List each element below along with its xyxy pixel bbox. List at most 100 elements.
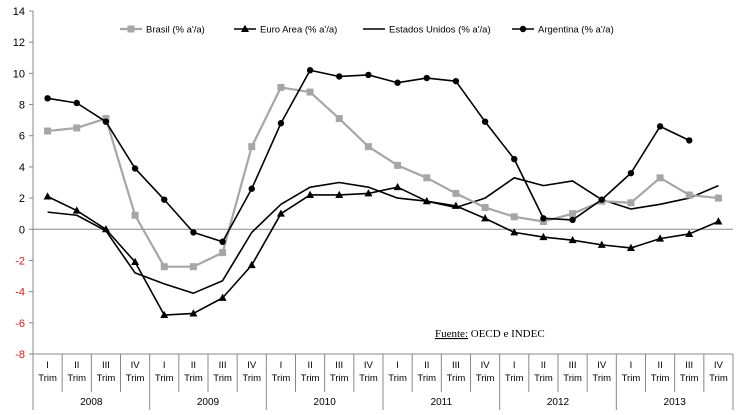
data-point <box>656 123 664 130</box>
x-tick-label: I Trim <box>622 360 641 384</box>
data-point <box>451 201 460 209</box>
source-text: OECD e INDEC <box>468 328 545 340</box>
data-point <box>519 25 527 33</box>
data-point <box>73 124 81 132</box>
data-point <box>43 192 52 200</box>
data-point <box>365 71 372 79</box>
data-point <box>131 211 139 219</box>
legend: Brasil (% a'/a) Euro Area (% a'/a) Estados… <box>120 25 614 36</box>
data-point <box>219 249 227 257</box>
y-tick-label: -4 <box>15 287 25 299</box>
x-year-label: 2010 <box>314 397 337 408</box>
y-tick-label: 2 <box>19 193 25 205</box>
data-point <box>306 88 314 96</box>
data-point <box>452 77 460 85</box>
data-point <box>127 25 135 33</box>
data-point <box>277 120 285 127</box>
data-point <box>656 234 665 242</box>
x-tick-label: I Trim <box>388 360 407 384</box>
data-point <box>714 217 723 225</box>
x-tick-label: II Trim <box>301 360 320 384</box>
data-point <box>306 67 314 74</box>
data-point <box>335 190 344 198</box>
data-point <box>656 174 664 182</box>
data-point <box>393 182 402 191</box>
x-tick-label: III Trim <box>447 360 466 384</box>
data-point <box>247 260 256 269</box>
data-point <box>306 190 315 198</box>
data-point <box>218 293 227 301</box>
data-point <box>44 127 52 135</box>
data-point <box>422 197 431 205</box>
data-point <box>627 199 635 207</box>
x-tick-label: II Trim <box>651 360 670 384</box>
series-0 <box>44 83 722 271</box>
y-tick-label: 4 <box>19 162 25 174</box>
source-label: Fuente: <box>435 328 468 340</box>
source-annotation: Fuente: OECD e INDEC <box>435 328 545 340</box>
data-point <box>335 115 343 123</box>
data-point <box>539 232 548 241</box>
data-point <box>568 235 577 244</box>
data-point <box>161 196 168 203</box>
x-year-label: 2009 <box>197 397 220 408</box>
data-point <box>685 191 693 199</box>
data-point <box>44 95 51 102</box>
data-point <box>685 229 694 237</box>
x-tick-label: IV Trim <box>476 360 495 384</box>
data-point <box>540 215 547 222</box>
legend-label: Euro Area (% a'/a) <box>260 25 337 36</box>
series-line <box>47 86 719 268</box>
data-point <box>189 263 197 271</box>
y-tick-label: -6 <box>15 318 25 330</box>
series-line <box>47 177 719 294</box>
data-point <box>364 189 373 197</box>
data-point <box>452 189 460 197</box>
data-point <box>219 238 226 245</box>
legend-label: Estados Unidos (% a'/a) <box>389 25 491 36</box>
data-point <box>597 240 606 248</box>
y-tick-label: 12 <box>13 37 25 49</box>
series-layer <box>43 67 723 319</box>
data-point <box>569 216 576 224</box>
data-point <box>481 203 489 211</box>
data-point <box>394 79 401 86</box>
data-point <box>481 214 490 222</box>
series-3 <box>44 67 693 245</box>
x-tick-label: II Trim <box>534 360 553 384</box>
data-point <box>248 185 255 192</box>
series-2 <box>47 177 719 294</box>
data-point <box>626 243 635 251</box>
y-tick-label: 8 <box>19 100 25 112</box>
data-point <box>160 310 169 319</box>
legend-item: Estados Unidos (% a'/a) <box>363 25 491 36</box>
x-year-label: 2013 <box>664 397 687 408</box>
x-tick-label: IV Trim <box>592 360 611 384</box>
legend-item: Argentina (% a'/a) <box>512 25 614 36</box>
x-tick-label: IV Trim <box>242 360 261 384</box>
series-line <box>47 69 690 243</box>
data-point <box>336 73 343 80</box>
data-point <box>598 196 605 203</box>
data-point <box>481 118 489 125</box>
data-point <box>190 229 197 236</box>
x-tick-label: IV Trim <box>709 360 728 384</box>
x-tick-label: I Trim <box>505 360 524 384</box>
data-point <box>241 24 249 32</box>
x-tick-label: III Trim <box>330 360 349 384</box>
data-point <box>394 161 402 169</box>
data-point <box>160 263 168 271</box>
x-axis: I Trim II Trim III Trim IV Trim I Trim II Trim III Tr… <box>32 353 734 410</box>
data-point <box>73 99 80 107</box>
data-point <box>277 83 285 91</box>
legend-item: Brasil (% a'/a) <box>120 25 205 36</box>
x-tick-label: I Trim <box>155 360 174 384</box>
x-tick-label: III Trim <box>97 360 116 384</box>
series-line <box>47 186 719 316</box>
data-point <box>511 155 518 163</box>
data-point <box>131 257 140 266</box>
data-point <box>510 228 519 236</box>
data-point <box>364 143 372 151</box>
x-tick-label: III Trim <box>563 360 582 384</box>
legend-item: Euro Area (% a'/a) <box>234 25 337 36</box>
